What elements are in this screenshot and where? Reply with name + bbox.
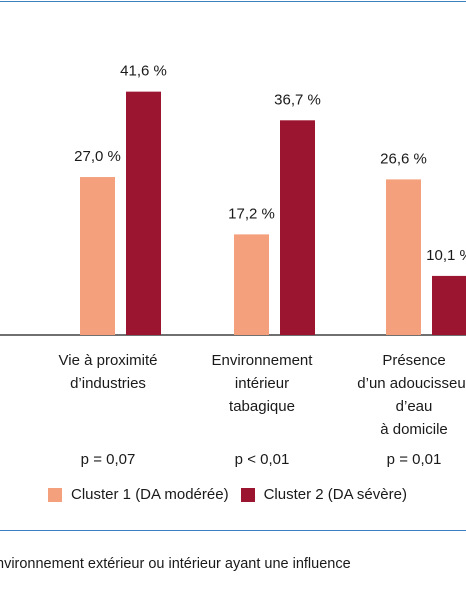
p-value-3: p < 0,01 <box>234 451 290 468</box>
bar-series-1-cat-3 <box>234 234 269 335</box>
category-label-4-line-2: d’un adoucisseur <box>357 375 466 392</box>
p-value-4: p = 0,01 <box>386 451 442 468</box>
category-label-4-line-4: à domicile <box>380 421 448 438</box>
p-value-2: p = 0,07 <box>80 451 136 468</box>
figure-caption: nvironnement extérieur ou intérieur ayan… <box>0 556 351 572</box>
category-label-3-line-2: intérieur <box>235 375 289 392</box>
bar-series-1-cat-4 <box>386 179 421 335</box>
data-label-series-2-cat-3: 36,7 % <box>274 91 321 108</box>
bar-series-2-cat-3 <box>280 120 315 336</box>
top-rule <box>0 1 466 2</box>
category-label-3-line-1: Environnement <box>212 352 314 369</box>
bar-series-2-cat-2 <box>126 91 161 335</box>
category-label-2-line-2: d’industries <box>70 375 146 392</box>
legend-label-cluster-1: Cluster 1 (DA modérée) <box>71 486 229 503</box>
category-label-3-line-3: tabagique <box>229 398 295 415</box>
data-label-series-1-cat-4: 26,6 % <box>380 150 427 167</box>
category-label-2-line-1: Vie à proximité <box>59 352 158 369</box>
bar-series-1-cat-2 <box>80 177 115 335</box>
data-label-series-2-cat-2: 41,6 % <box>120 63 167 80</box>
data-label-series-1-cat-3: 17,2 % <box>228 205 275 222</box>
category-label-4-line-1: Présence <box>382 352 445 369</box>
data-label-series-2-cat-4: 10,1 % <box>426 247 466 264</box>
bar-series-2-cat-4 <box>432 275 466 335</box>
chart-legend: Cluster 1 (DA modérée) Cluster 2 (DA sév… <box>48 486 419 503</box>
category-label-4-line-3: d’eau <box>396 398 433 415</box>
bottom-rule <box>0 530 466 531</box>
legend-swatch-cluster-1 <box>48 487 62 502</box>
legend-swatch-cluster-2 <box>240 487 255 502</box>
data-label-series-1-cat-2: 27,0 % <box>74 148 121 165</box>
bar-chart: 27,0 %17,2 %26,6 %41,6 %36,7 %10,1 %llen… <box>0 63 466 438</box>
legend-label-cluster-2: Cluster 2 (DA sévère) <box>263 486 407 503</box>
